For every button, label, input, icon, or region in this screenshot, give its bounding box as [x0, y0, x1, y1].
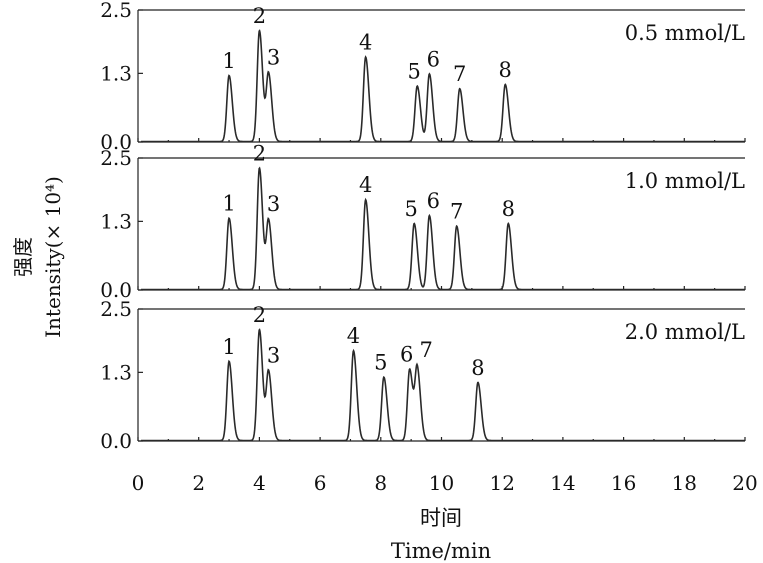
x-tick-label: 4 — [253, 471, 266, 495]
x-tick-label: 2 — [192, 471, 205, 495]
peak-label-5: 5 — [408, 60, 421, 84]
concentration-label: 1.0 mmol/L — [625, 169, 745, 193]
y-tick-label: 0.0 — [100, 429, 132, 453]
chromatogram-trace — [141, 166, 745, 291]
y-tick-label: 1.3 — [100, 360, 132, 384]
peak-label-1: 1 — [222, 335, 235, 359]
peak-label-3: 3 — [267, 343, 280, 367]
peak-label-4: 4 — [359, 31, 372, 55]
y-tick-label: 1.3 — [100, 209, 132, 233]
y-tick-label: 2.5 — [100, 297, 132, 321]
chromatogram-trace — [141, 29, 745, 143]
x-axis-label: Time/min — [391, 539, 491, 563]
peak-label-5: 5 — [374, 351, 387, 375]
x-axis-ticks: 0 2 4 6 8 10 12 14 16 18 20 — [132, 471, 758, 495]
x-tick-label: 12 — [489, 471, 514, 495]
peak-label-8: 8 — [502, 197, 515, 221]
chromatogram-panel-1: 0.0 1.3 2.5 123 4 567 8 0.5 mmol/L — [100, 0, 746, 154]
chromatogram-panel-2: 0.0 1.3 2.5 1 2 3 4 5 6 7 8 1.0 mmol/L — [100, 142, 746, 302]
x-tick-label: 8 — [374, 471, 387, 495]
peak-label-6: 6 — [400, 343, 413, 367]
peak-label-2: 2 — [253, 4, 266, 28]
y-tick-label: 0.0 — [100, 278, 132, 302]
peak-label-3: 3 — [267, 192, 280, 216]
peak-label-7: 7 — [420, 338, 433, 362]
peak-label-7: 7 — [450, 200, 463, 224]
peak-label-8: 8 — [499, 58, 512, 82]
peak-label-4: 4 — [347, 324, 360, 348]
x-tick-label: 10 — [429, 471, 454, 495]
concentration-label: 0.5 mmol/L — [625, 21, 745, 45]
x-tick-label: 6 — [314, 471, 327, 495]
y-axis-label-group: Intensity(× 10⁴) — [41, 176, 65, 338]
peak-label-3: 3 — [267, 45, 280, 69]
peak-label-1: 1 — [222, 192, 235, 216]
peak-label-4: 4 — [359, 173, 372, 197]
concentration-label: 2.0 mmol/L — [625, 320, 745, 344]
chromatogram-panel-3: 0.0 1.3 2.5 123 45 6 7 8 2.0 mmol/L — [100, 297, 746, 453]
x-tick-label: 14 — [550, 471, 575, 495]
x-tick-label: 20 — [732, 471, 757, 495]
y-tick-label: 2.5 — [100, 146, 132, 170]
y-tick-label: 2.5 — [100, 0, 132, 22]
chromatogram-trace — [141, 328, 745, 442]
peak-label-2: 2 — [253, 303, 266, 327]
peak-label-1: 1 — [222, 49, 235, 73]
peak-label-8: 8 — [471, 356, 484, 380]
x-tick-label: 16 — [611, 471, 636, 495]
y-axis-label-cn: 强度 — [11, 237, 35, 277]
x-axis-label-cn: 时间 — [420, 506, 462, 530]
x-tick-label: 18 — [672, 471, 697, 495]
peak-label-7: 7 — [453, 62, 466, 86]
peak-label-5: 5 — [404, 197, 417, 221]
peak-label-6: 6 — [427, 47, 440, 71]
y-axis-label: Intensity(× 10⁴) — [41, 176, 65, 338]
peak-label-2: 2 — [253, 142, 266, 166]
y-tick-label: 1.3 — [100, 61, 132, 85]
peak-label-6: 6 — [427, 189, 440, 213]
x-tick-label: 0 — [132, 471, 145, 495]
y-tick-label: 0.0 — [100, 130, 132, 154]
y-axis-label-cn-group: 强度 — [11, 237, 35, 277]
